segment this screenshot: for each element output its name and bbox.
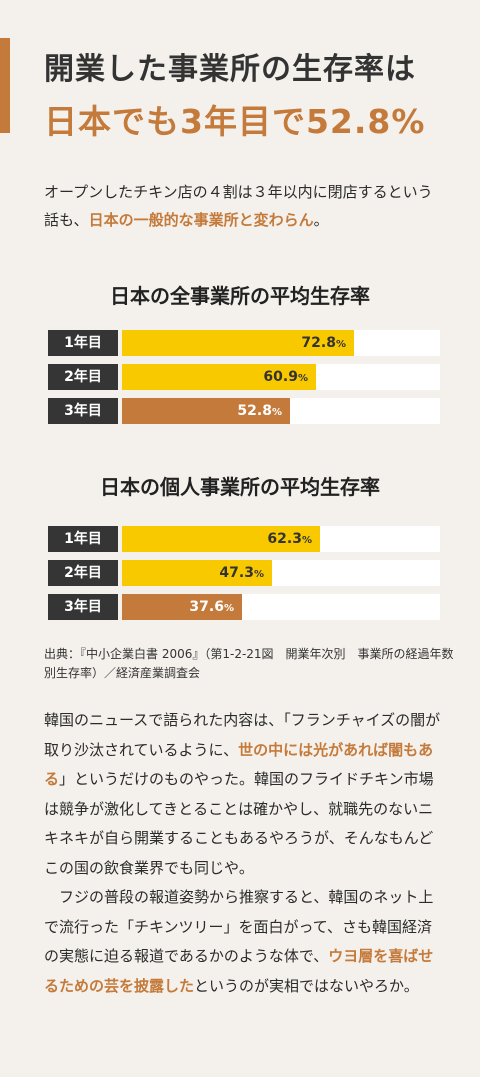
bar-category-label: 3年目 (48, 594, 118, 620)
bar-category-label: 3年目 (48, 398, 118, 424)
bar-value-label: 52.8% (237, 403, 282, 419)
bar-value-label: 60.9% (263, 369, 308, 385)
bar-category-label: 2年目 (48, 364, 118, 390)
body-highlight: 世の中には光があれば闇もある (44, 740, 434, 789)
bar-track: 37.6% (122, 594, 440, 620)
lead-paragraph: オープンしたチキン店の４割は３年以内に閉店するという話も、日本の一般的な事業所と… (44, 178, 444, 234)
bar-value-label: 37.6% (189, 599, 234, 615)
bar-track: 62.3% (122, 526, 440, 552)
body-text: 韓国のニュースで語られた内容は、「フランチャイズの闇が取り沙汰されているように、 (44, 711, 441, 759)
chart-title-all: 日本の全事業所の平均生存率 (110, 284, 370, 308)
chart-all-establishments: 1年目 72.8% 2年目 60.9% 3年目 52.8% (48, 330, 440, 432)
page-subtitle: 日本でも3年目で52.8% (44, 102, 426, 141)
bar (122, 330, 354, 356)
body-text: というのが実相ではないやろか。 (194, 976, 419, 995)
chart-individual-establishments: 1年目 62.3% 2年目 47.3% 3年目 37.6% (48, 526, 440, 628)
lead-highlight: 日本の一般的な事業所と変わらん (88, 211, 314, 229)
bar-category-label: 1年目 (48, 330, 118, 356)
source-citation: 出典：『中小企業白書 2006』（第1-2-21図 開業年次別 事業所の経過年数… (44, 647, 454, 680)
body-paragraph: フジの普段の報道姿勢から推察すると、韓国のネット上で流行った「チキンツリー」を面… (44, 883, 444, 1001)
bar-category-label: 2年目 (48, 560, 118, 586)
bar-track: 60.9% (122, 364, 440, 390)
bar-row: 2年目 47.3% (48, 560, 440, 586)
bar-track: 47.3% (122, 560, 440, 586)
bar-row: 2年目 60.9% (48, 364, 440, 390)
bar-category-label: 1年目 (48, 526, 118, 552)
bar-row: 3年目 52.8% (48, 398, 440, 424)
bar-row: 1年目 72.8% (48, 330, 440, 356)
bar-value-label: 62.3% (267, 531, 312, 547)
body-highlight: ウヨ層を喜ばせるための芸を披露した (44, 947, 434, 995)
bar-row: 3年目 37.6% (48, 594, 440, 620)
bar (122, 526, 320, 552)
page-title: 開業した事業所の生存率は (44, 52, 416, 87)
bar (122, 398, 290, 424)
bar (122, 594, 242, 620)
bar-value-label: 47.3% (219, 565, 264, 581)
body-text: フジの普段の報道姿勢から推察すると、韓国のネット上で流行った「チキンツリー」を面… (44, 888, 434, 965)
bar-row: 1年目 62.3% (48, 526, 440, 552)
bar (122, 364, 316, 390)
body-paragraph: 韓国のニュースで語られた内容は、「フランチャイズの闇が取り沙汰されているように、… (44, 706, 444, 883)
bar-track: 52.8% (122, 398, 440, 424)
bar-value-label: 72.8% (301, 335, 346, 351)
lead-text-end: 。 (313, 211, 329, 229)
accent-bar (0, 38, 10, 133)
bar-track: 72.8% (122, 330, 440, 356)
body-text: 」というだけのものやった。韓国のフライドチキン市場は競争が激化してきとることは確… (44, 770, 434, 877)
chart-title-individual: 日本の個人事業所の平均生存率 (100, 475, 380, 499)
article-body: 韓国のニュースで語られた内容は、「フランチャイズの闇が取り沙汰されているように、… (44, 706, 444, 1001)
lead-text: オープンしたチキン店の４割は３年以内に閉店するという話も、 (44, 183, 433, 229)
bar (122, 560, 272, 586)
